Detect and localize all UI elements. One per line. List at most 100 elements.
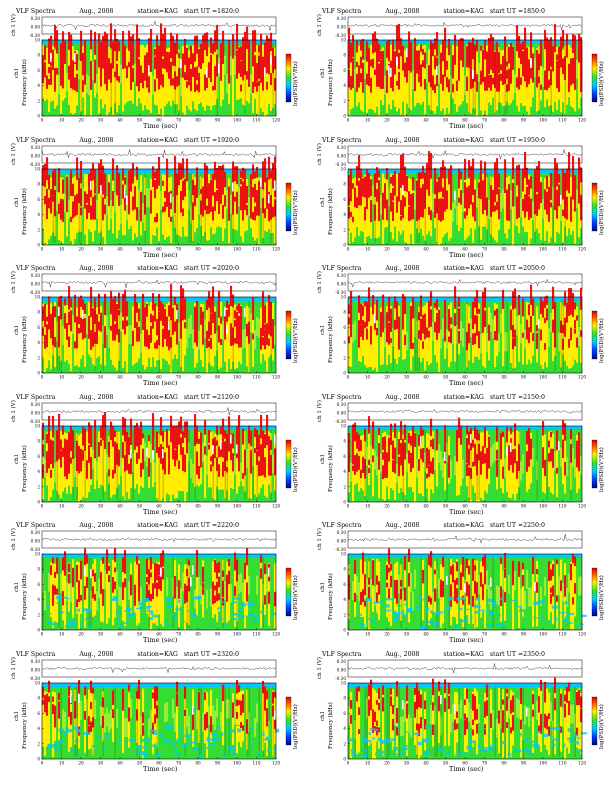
colorbar-label-text: log(PSD)(V²/Hz) bbox=[599, 61, 605, 106]
x-axis-label-text: Time (sec) bbox=[143, 764, 178, 773]
spectrogram-image bbox=[348, 284, 583, 373]
waveform-tick-label: -0.30 bbox=[335, 162, 346, 167]
colorbar-label: log(PSD)(V²/Hz) bbox=[599, 190, 605, 235]
colorbar-label: log(PSD)(V²/Hz) bbox=[293, 61, 299, 106]
y-tick-label: 2 bbox=[343, 484, 346, 489]
panel-header: VLF Spectra Aug., 2008 station=KAG start UT… bbox=[16, 137, 239, 144]
x-tick-label: 10 bbox=[59, 760, 65, 765]
panel-station: station=KAG bbox=[137, 8, 178, 15]
panel-start-ut: 2150:0 bbox=[523, 393, 545, 401]
x-tick-label: 0 bbox=[347, 503, 350, 508]
waveform-tick-label: 0.30 bbox=[31, 16, 41, 21]
waveform-axis-label: ch 1 (V) bbox=[11, 14, 17, 36]
x-tick-label: 100 bbox=[233, 118, 241, 123]
x-tick-label: 120 bbox=[272, 503, 280, 508]
y-tick-label: 6 bbox=[343, 453, 346, 458]
panel-header: VLF Spectra Aug., 2008 station=KAG start UT… bbox=[16, 394, 239, 401]
x-tick-label: 50 bbox=[443, 632, 449, 637]
panel-start-prefix: start UT = bbox=[183, 393, 218, 401]
x-tick-label: 100 bbox=[539, 375, 547, 380]
waveform-tick-label: -0.30 bbox=[335, 33, 346, 38]
x-tick-label: 90 bbox=[521, 632, 527, 637]
frequency-axis-label: Frequency (kHz) bbox=[328, 188, 334, 235]
waveform-axis-label: ch 1 (V) bbox=[317, 14, 323, 36]
waveform-axis-label: ch 1 (V) bbox=[317, 271, 323, 293]
waveform-trace bbox=[41, 406, 277, 415]
spectrogram-image bbox=[348, 150, 583, 245]
colorbar bbox=[285, 182, 292, 231]
frequency-axis-label-text: Frequency (kHz) bbox=[328, 444, 334, 492]
spectrogram-image bbox=[42, 284, 277, 373]
x-tick-label: 10 bbox=[365, 503, 371, 508]
frequency-axis-label: Frequency (kHz) bbox=[328, 316, 334, 363]
x-tick-label: 120 bbox=[272, 760, 280, 765]
x-tick-label: 10 bbox=[365, 118, 371, 123]
x-tick-label: 20 bbox=[384, 118, 390, 123]
x-tick-label: 120 bbox=[578, 503, 586, 508]
x-tick-label: 80 bbox=[501, 760, 507, 765]
x-tick-label: 50 bbox=[137, 760, 143, 765]
frequency-axis-label: Frequency (kHz) bbox=[328, 702, 334, 749]
x-tick-label: 50 bbox=[137, 632, 143, 637]
y-tick-label: 8 bbox=[343, 438, 346, 443]
y-tick-label: 10 bbox=[341, 295, 347, 300]
spectrogram-image bbox=[42, 679, 280, 759]
channel-axis-label-text: ch1 bbox=[14, 67, 20, 78]
channel-axis-label: ch1 bbox=[14, 582, 20, 592]
x-tick-label: 70 bbox=[482, 375, 488, 380]
panel-start-prefix: start UT = bbox=[183, 136, 218, 144]
waveform-trace bbox=[41, 148, 277, 159]
panel-start-ut: 2320:0 bbox=[217, 650, 239, 658]
panel-header: VLF Spectra Aug., 2008 station=KAG start UT… bbox=[16, 522, 239, 529]
y-tick-label: 6 bbox=[343, 710, 346, 715]
frequency-axis-label-text: Frequency (kHz) bbox=[328, 316, 334, 363]
waveform-trace bbox=[347, 278, 583, 288]
y-tick-label: 0 bbox=[37, 499, 40, 504]
frequency-axis-label-text: Frequency (kHz) bbox=[328, 573, 334, 620]
spectrogram-image bbox=[42, 23, 277, 116]
colorbar-label: log(PSD)(V²/Hz) bbox=[599, 575, 605, 620]
panel-start-ut: 2350:0 bbox=[523, 650, 545, 658]
x-tick-label: 40 bbox=[117, 375, 123, 380]
frequency-axis-label-text: Frequency (kHz) bbox=[22, 444, 28, 492]
y-tick-label: 0 bbox=[343, 371, 346, 376]
x-tick-label: 50 bbox=[443, 503, 449, 508]
panel-title: VLF Spectra bbox=[16, 522, 56, 529]
x-tick-label: 0 bbox=[347, 375, 350, 380]
x-tick-label: 120 bbox=[578, 375, 586, 380]
spectrogram-panel: VLF Spectra Aug., 2008 station=KAG start UT… bbox=[314, 135, 605, 261]
waveform-tick-label: 0.00 bbox=[337, 667, 347, 672]
frequency-axis-label: Frequency (kHz) bbox=[328, 573, 334, 620]
spectrogram-image bbox=[348, 677, 588, 759]
x-axis-label: Time (sec) bbox=[449, 636, 483, 644]
spectrogram-panel: VLF Spectra Aug., 2008 station=KAG start UT… bbox=[314, 520, 605, 646]
y-tick-label: 4 bbox=[37, 469, 40, 474]
panel-station: station=KAG bbox=[137, 650, 178, 658]
y-tick-label: 2 bbox=[343, 98, 346, 103]
y-tick-label: 4 bbox=[37, 340, 40, 345]
x-tick-label: 70 bbox=[176, 760, 182, 765]
x-tick-label: 30 bbox=[404, 760, 410, 765]
x-tick-label: 80 bbox=[195, 118, 201, 123]
x-axis-label-text: Time (sec) bbox=[143, 507, 178, 516]
x-tick-label: 110 bbox=[559, 246, 567, 251]
waveform-trace bbox=[41, 537, 277, 543]
waveform-axis-label-text: ch 1 (V) bbox=[317, 656, 323, 679]
waveform-axis-label: ch 1 (V) bbox=[11, 271, 17, 293]
x-tick-label: 90 bbox=[215, 118, 221, 123]
waveform-tick-label: -0.30 bbox=[335, 290, 346, 295]
panel-title: VLF Spectra bbox=[322, 650, 362, 658]
panel-start-ut: 1950:0 bbox=[523, 136, 545, 144]
spectrogram-image bbox=[42, 547, 277, 630]
x-tick-label: 60 bbox=[462, 503, 468, 508]
x-axis-label-text: Time (sec) bbox=[143, 250, 178, 259]
x-tick-label: 90 bbox=[521, 760, 527, 765]
panel-date: Aug., 2008 bbox=[79, 650, 114, 658]
x-tick-label: 120 bbox=[272, 375, 280, 380]
y-tick-label: 2 bbox=[343, 355, 346, 360]
waveform-axis-label: ch 1 (V) bbox=[11, 657, 17, 679]
x-tick-label: 120 bbox=[578, 760, 586, 765]
panel-start-prefix: start UT = bbox=[183, 8, 218, 15]
x-tick-label: 110 bbox=[253, 632, 261, 637]
x-axis-label: Time (sec) bbox=[143, 508, 177, 516]
